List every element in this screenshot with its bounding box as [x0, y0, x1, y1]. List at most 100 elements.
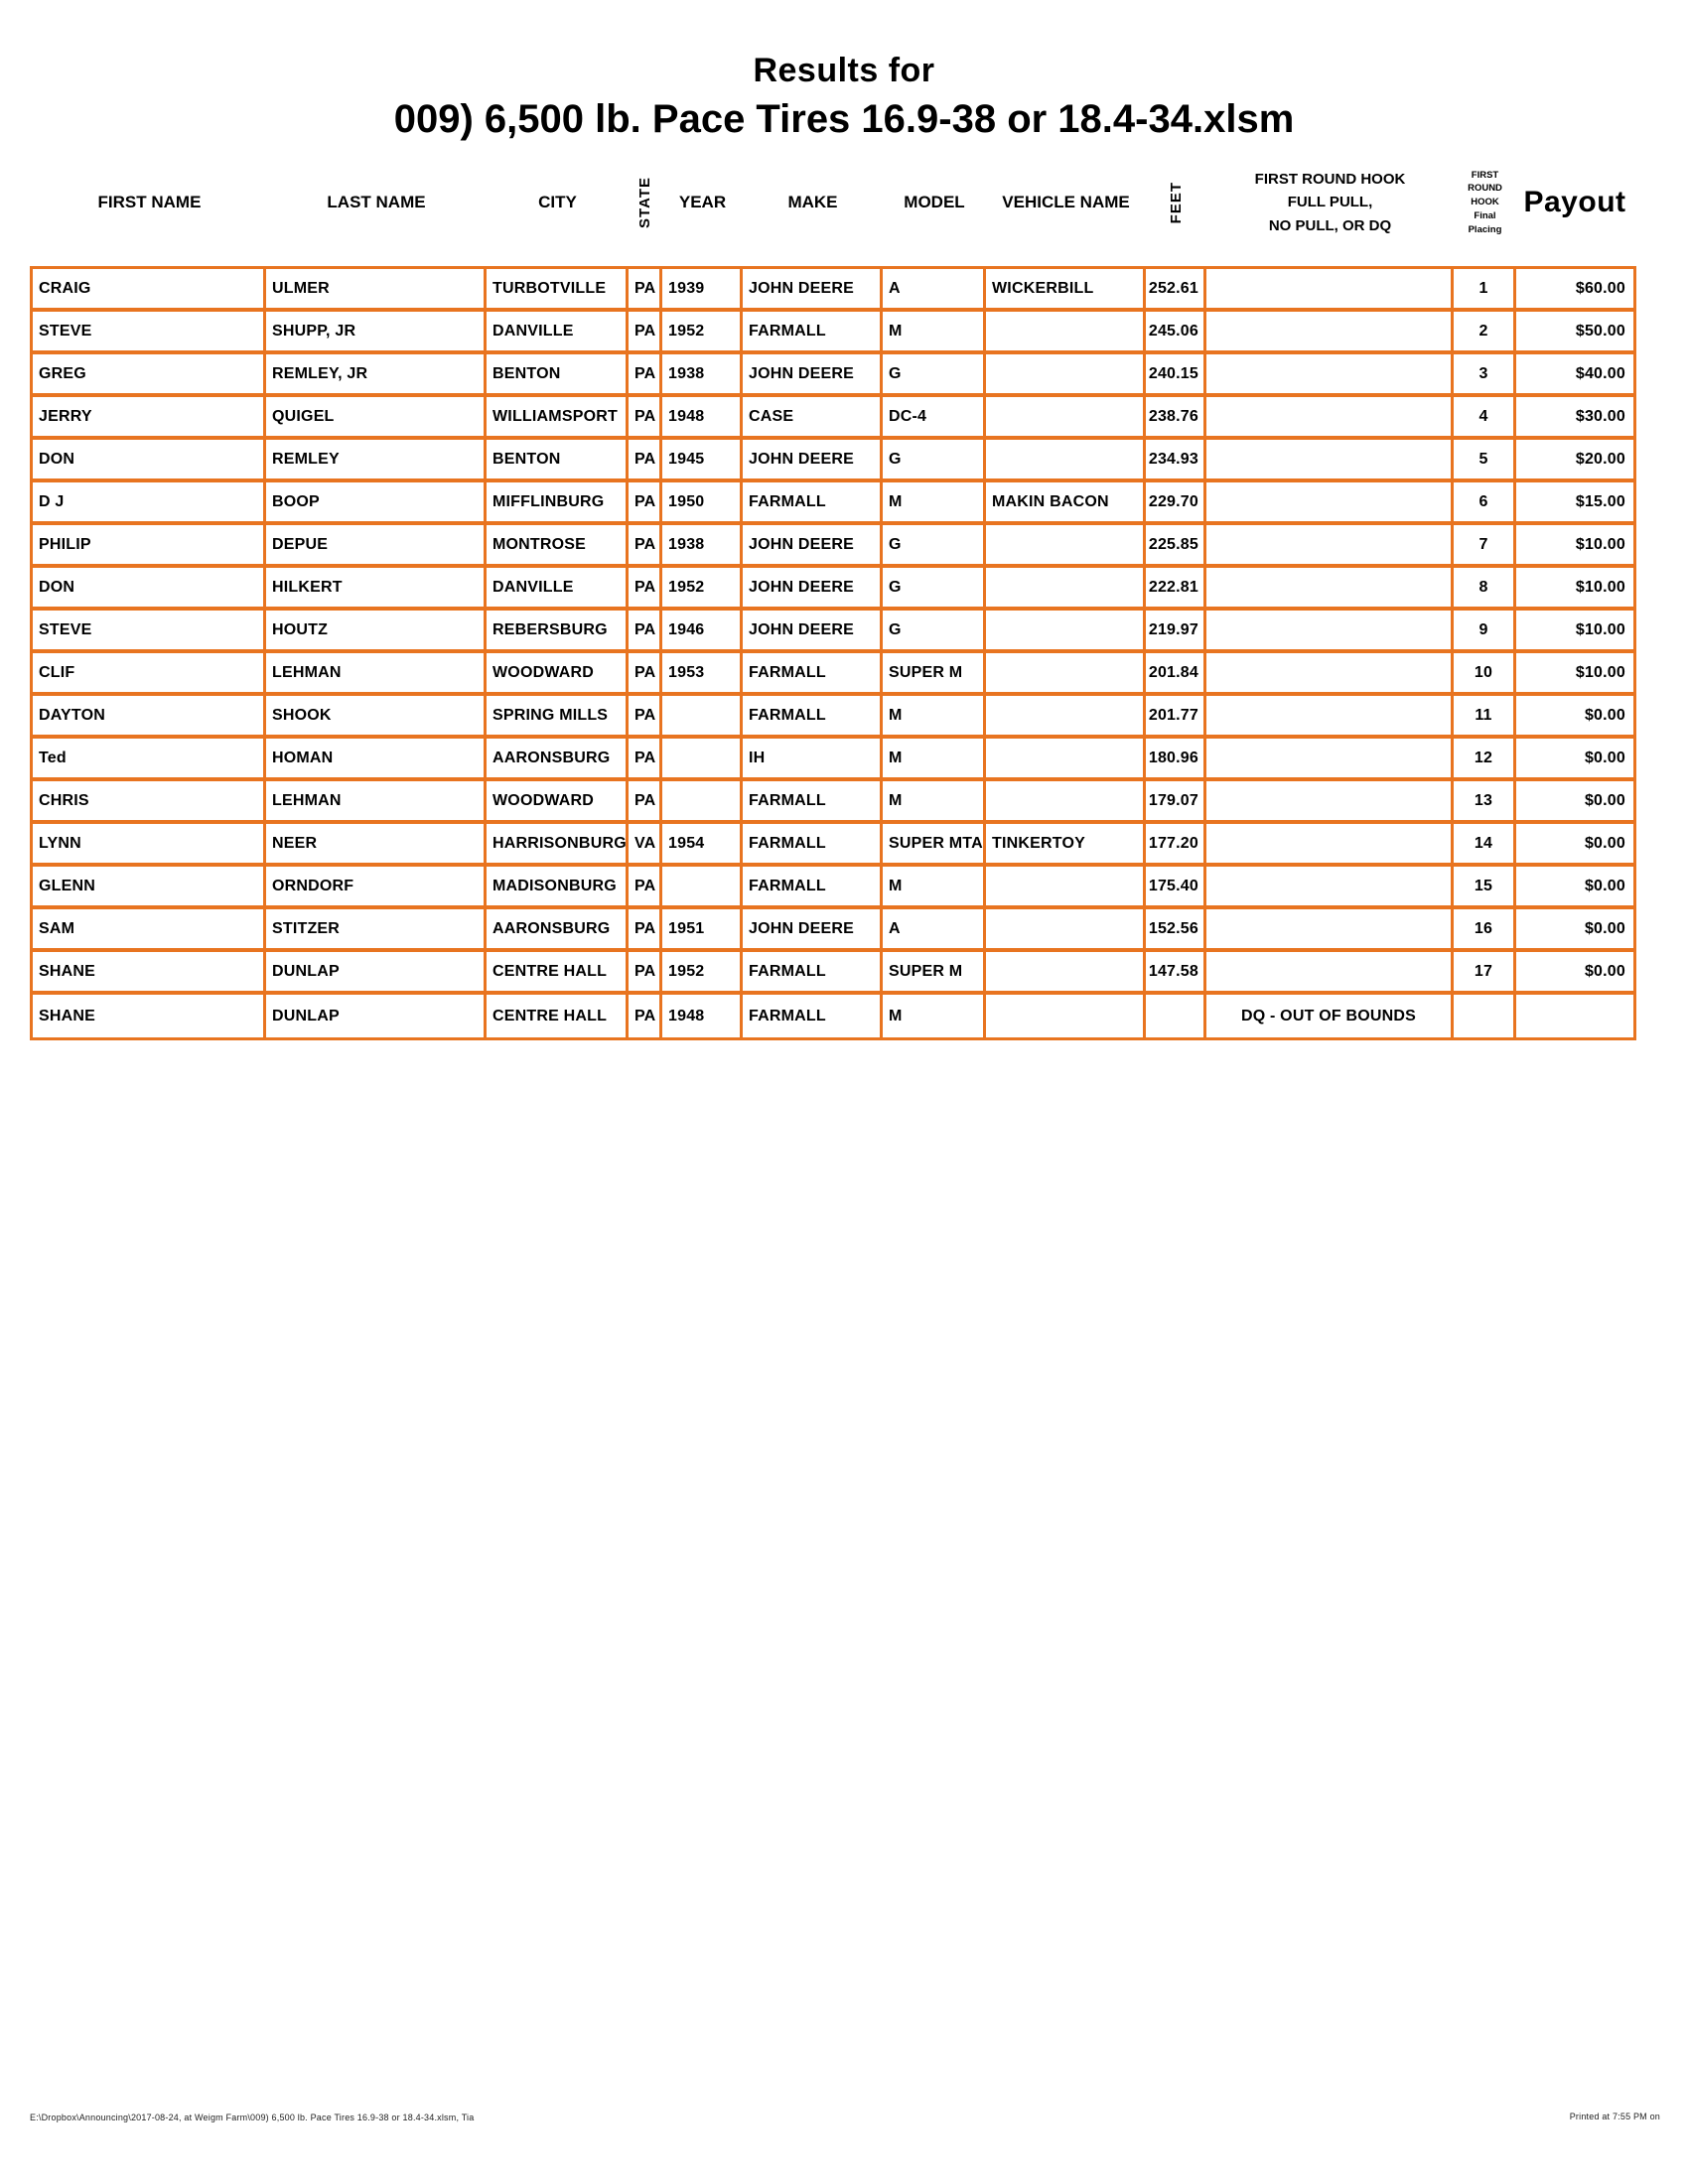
cell-state: PA	[629, 440, 662, 482]
cell-city: TURBOTVILLE	[487, 269, 629, 312]
cell-make: FARMALL	[743, 482, 883, 525]
cell-model: SUPER MTA	[883, 824, 986, 867]
cell-model: G	[883, 568, 986, 611]
header-last-name: LAST NAME	[327, 192, 426, 211]
cell-state: PA	[629, 952, 662, 995]
table-row: PHILIP DEPUE MONTROSE PA 1938 JOHN DEERE G 225.…	[33, 525, 1633, 568]
cell-last: REMLEY, JR	[266, 354, 487, 397]
cell-feet: 240.15	[1146, 354, 1206, 397]
cell-model: M	[883, 995, 986, 1037]
cell-feet: 238.76	[1146, 397, 1206, 440]
cell-payout: $10.00	[1516, 568, 1633, 611]
cell-feet: 175.40	[1146, 867, 1206, 909]
cell-placing: 6	[1454, 482, 1516, 525]
header-vehicle-name: VEHICLE NAME	[1002, 192, 1130, 211]
cell-last: LEHMAN	[266, 653, 487, 696]
cell-payout: $0.00	[1516, 781, 1633, 824]
cell-model: G	[883, 354, 986, 397]
cell-feet: 152.56	[1146, 909, 1206, 952]
cell-model: SUPER M	[883, 653, 986, 696]
cell-city: WOODWARD	[487, 781, 629, 824]
cell-city: AARONSBURG	[487, 909, 629, 952]
cell-feet: 225.85	[1146, 525, 1206, 568]
cell-hook	[1206, 867, 1454, 909]
cell-placing: 17	[1454, 952, 1516, 995]
cell-payout: $0.00	[1516, 909, 1633, 952]
cell-state: PA	[629, 397, 662, 440]
cell-vehicle	[986, 909, 1146, 952]
cell-feet: 234.93	[1146, 440, 1206, 482]
header-payout: Payout	[1523, 186, 1626, 218]
cell-feet: 219.97	[1146, 611, 1206, 653]
cell-feet: 222.81	[1146, 568, 1206, 611]
cell-make: CASE	[743, 397, 883, 440]
header-year: YEAR	[678, 192, 727, 211]
cell-hook	[1206, 909, 1454, 952]
cell-placing: 15	[1454, 867, 1516, 909]
cell-hook	[1206, 269, 1454, 312]
cell-first: STEVE	[33, 611, 266, 653]
cell-year: 1948	[662, 397, 743, 440]
cell-first: STEVE	[33, 312, 266, 354]
cell-year	[662, 739, 743, 781]
cell-payout: $15.00	[1516, 482, 1633, 525]
cell-city: AARONSBURG	[487, 739, 629, 781]
cell-placing: 4	[1454, 397, 1516, 440]
cell-first: GLENN	[33, 867, 266, 909]
cell-city: MONTROSE	[487, 525, 629, 568]
cell-last: REMLEY	[266, 440, 487, 482]
cell-year: 1952	[662, 312, 743, 354]
cell-payout: $0.00	[1516, 696, 1633, 739]
cell-city: WOODWARD	[487, 653, 629, 696]
cell-payout	[1516, 995, 1633, 1037]
cell-feet: 201.84	[1146, 653, 1206, 696]
cell-vehicle	[986, 525, 1146, 568]
table-row: CHRIS LEHMAN WOODWARD PA FARMALL M 179.07 13 $0.…	[33, 781, 1633, 824]
cell-year	[662, 696, 743, 739]
cell-feet	[1146, 995, 1206, 1037]
cell-vehicle	[986, 995, 1146, 1037]
cell-vehicle: TINKERTOY	[986, 824, 1146, 867]
cell-state: PA	[629, 525, 662, 568]
cell-year: 1946	[662, 611, 743, 653]
cell-placing: 9	[1454, 611, 1516, 653]
cell-model: G	[883, 440, 986, 482]
cell-last: DUNLAP	[266, 952, 487, 995]
cell-make: FARMALL	[743, 653, 883, 696]
table-row: DAYTON SHOOK SPRING MILLS PA FARMALL M 201.77 1…	[33, 696, 1633, 739]
cell-model: G	[883, 525, 986, 568]
table-row: SHANE DUNLAP CENTRE HALL PA 1952 FARMALL SUPER…	[33, 952, 1633, 995]
cell-payout: $60.00	[1516, 269, 1633, 312]
cell-year: 1953	[662, 653, 743, 696]
cell-make: FARMALL	[743, 824, 883, 867]
header-city: CITY	[538, 192, 577, 211]
cell-model: M	[883, 781, 986, 824]
cell-state: PA	[629, 354, 662, 397]
cell-city: SPRING MILLS	[487, 696, 629, 739]
cell-make: JOHN DEERE	[743, 568, 883, 611]
cell-last: SHOOK	[266, 696, 487, 739]
cell-first: CLIF	[33, 653, 266, 696]
cell-first: DAYTON	[33, 696, 266, 739]
cell-make: JOHN DEERE	[743, 440, 883, 482]
cell-year: 1938	[662, 354, 743, 397]
cell-city: WILLIAMSPORT	[487, 397, 629, 440]
header-first-name: FIRST NAME	[97, 192, 202, 211]
cell-year	[662, 867, 743, 909]
cell-year: 1954	[662, 824, 743, 867]
cell-vehicle: WICKERBILL	[986, 269, 1146, 312]
cell-first: D J	[33, 482, 266, 525]
table-row: LYNN NEER HARRISONBURG VA 1954 FARMALL SUPER M…	[33, 824, 1633, 867]
cell-year: 1938	[662, 525, 743, 568]
cell-payout: $0.00	[1516, 952, 1633, 995]
table-row: STEVE SHUPP, JR DANVILLE PA 1952 FARMALL M 245.…	[33, 312, 1633, 354]
cell-make: FARMALL	[743, 696, 883, 739]
cell-first: SHANE	[33, 952, 266, 995]
cell-first: CRAIG	[33, 269, 266, 312]
cell-payout: $40.00	[1516, 354, 1633, 397]
cell-year: 1952	[662, 952, 743, 995]
cell-hook	[1206, 440, 1454, 482]
cell-model: M	[883, 482, 986, 525]
cell-feet: 201.77	[1146, 696, 1206, 739]
cell-model: DC-4	[883, 397, 986, 440]
